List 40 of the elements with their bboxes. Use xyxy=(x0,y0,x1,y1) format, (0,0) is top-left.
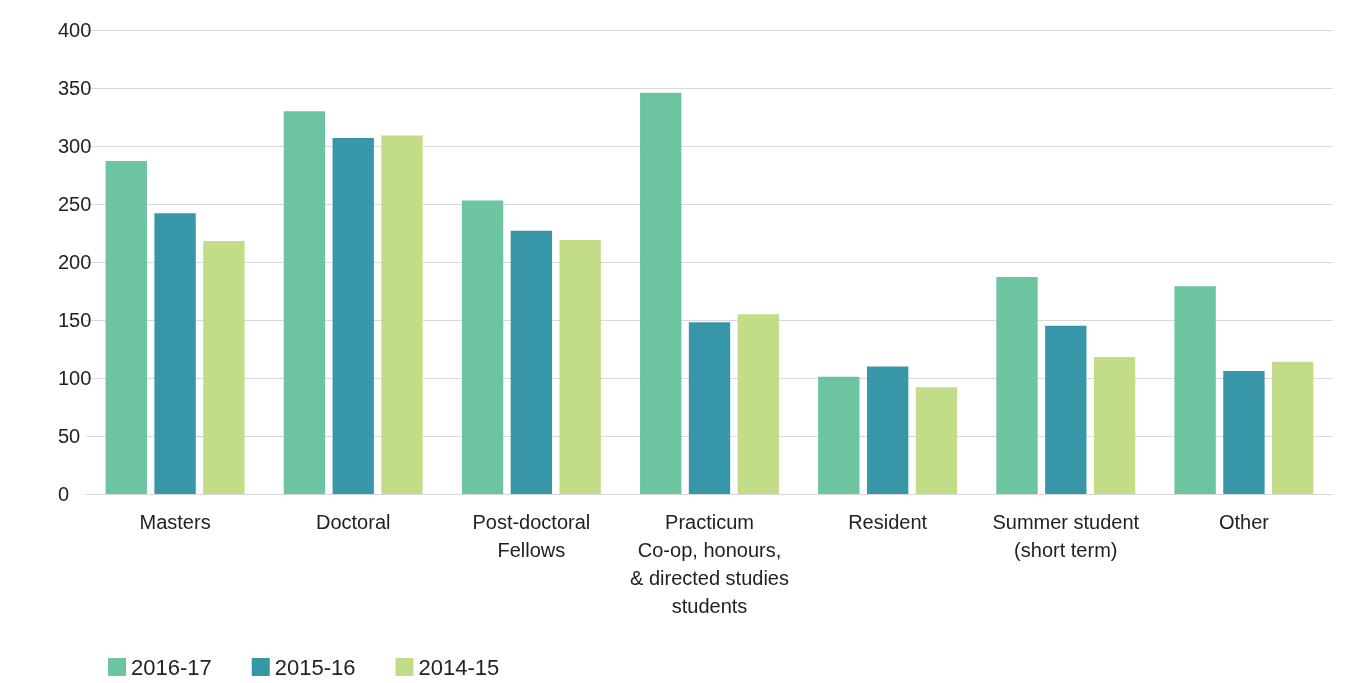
bar xyxy=(332,137,374,494)
y-tick-label: 250 xyxy=(58,193,92,215)
x-tick-label: Doctoral xyxy=(315,511,391,533)
bar xyxy=(1174,286,1216,494)
legend-label: 2016-17 xyxy=(131,654,212,680)
bar xyxy=(1045,325,1087,494)
y-tick-label: 300 xyxy=(58,135,92,157)
bar xyxy=(866,366,909,494)
y-tick-label: 50 xyxy=(58,425,81,447)
x-tick-label: Practicum Co-op, honours, & directed studies students xyxy=(630,511,789,617)
bar xyxy=(105,161,147,494)
x-tick-label: Summer student (short term) xyxy=(992,511,1140,561)
bar xyxy=(381,135,423,494)
bar xyxy=(915,387,958,494)
y-tick-label: 350 xyxy=(58,77,92,99)
bar xyxy=(559,239,601,494)
bar xyxy=(203,241,245,494)
x-tick-label: Post-doctoral Fellows xyxy=(472,511,591,561)
legend-label: 2014-15 xyxy=(418,654,500,680)
y-tick-label: 100 xyxy=(58,367,92,389)
bar xyxy=(688,322,731,494)
bar xyxy=(461,200,504,494)
bar xyxy=(283,111,326,494)
bar xyxy=(154,213,196,494)
y-tick-label: 0 xyxy=(58,483,70,505)
x-tick-label: Resident xyxy=(848,511,928,533)
x-tick-label: Masters xyxy=(139,511,211,533)
bar xyxy=(1223,371,1265,494)
bar xyxy=(1272,361,1314,494)
y-tick-label: 400 xyxy=(58,19,92,41)
legend-label: 2015-16 xyxy=(274,654,356,680)
bar xyxy=(737,314,779,494)
bar xyxy=(1093,357,1136,494)
bar xyxy=(640,92,682,494)
bar xyxy=(818,376,860,494)
y-tick-label: 200 xyxy=(58,251,92,273)
x-tick-label: Other xyxy=(1218,511,1270,533)
bar xyxy=(510,230,553,494)
bar xyxy=(996,277,1038,494)
y-tick-label: 150 xyxy=(58,309,92,331)
